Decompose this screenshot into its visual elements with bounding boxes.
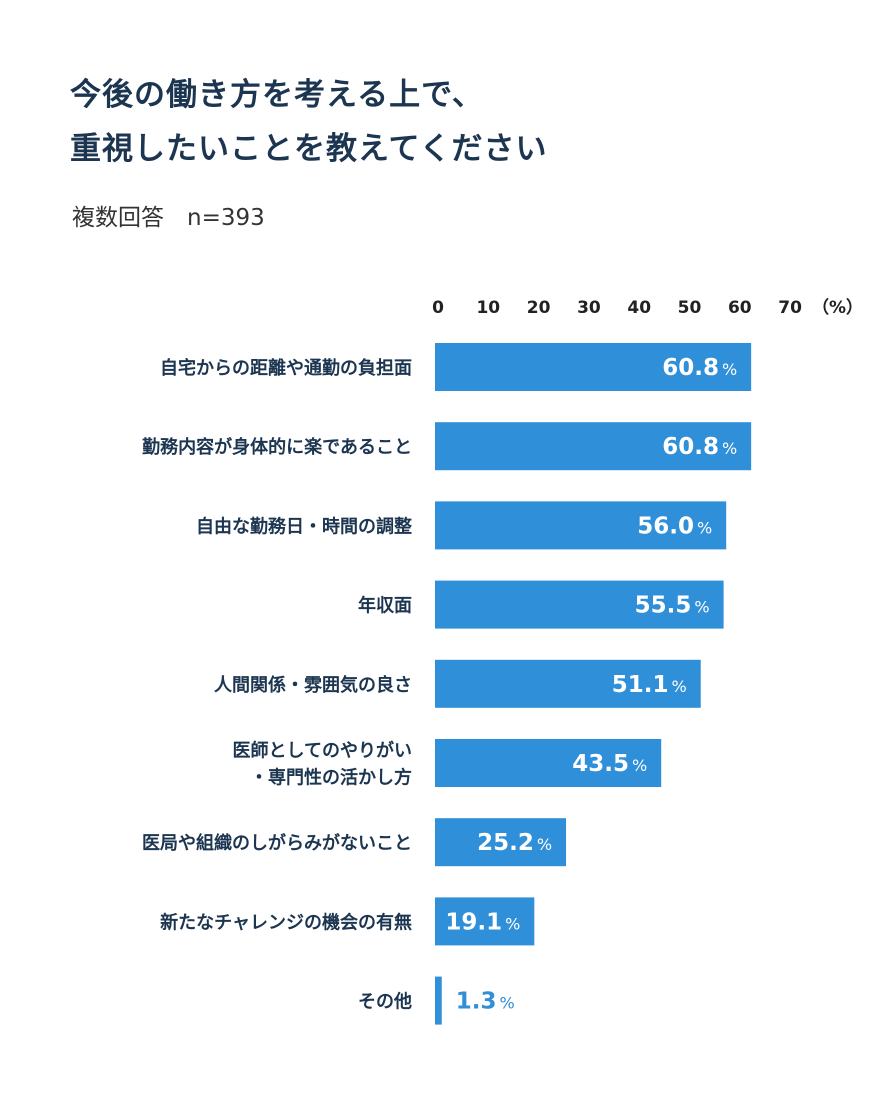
bar <box>435 659 701 708</box>
category-label: 勤務内容が身体的に楽であること <box>142 436 412 458</box>
chart-title-line-1: 今後の働き方を考える上で、 <box>70 77 484 113</box>
category-label: 医師としてのやりがい <box>233 740 412 762</box>
x-tick-label: 20 <box>527 298 551 318</box>
x-tick-label: 0 <box>432 298 444 318</box>
x-tick-label: 30 <box>577 298 601 318</box>
data-label: 51.1% <box>612 672 687 698</box>
data-label: 55.5% <box>635 593 710 619</box>
category-label: ・専門性の活かし方 <box>250 767 412 789</box>
category-label: 新たなチャレンジの機会の有無 <box>160 911 412 933</box>
data-label: 43.5% <box>572 751 647 777</box>
data-label: 56.0% <box>637 513 712 539</box>
bar <box>435 343 752 391</box>
data-label: 60.8% <box>662 355 737 381</box>
x-tick-label: 50 <box>678 298 702 318</box>
category-label: 自宅からの距離や通勤の負担面 <box>160 357 412 379</box>
bar <box>435 976 442 1025</box>
bar <box>435 739 662 787</box>
chart-title-line-2: 重視したいことを教えてください <box>70 131 548 167</box>
data-label: 60.8% <box>662 434 737 460</box>
category-label: 人間関係・雰囲気の良さ <box>214 674 412 696</box>
category-label: 年収面 <box>358 595 412 617</box>
category-label: その他 <box>358 991 412 1013</box>
bar <box>435 422 752 471</box>
bar <box>435 897 535 946</box>
chart-title: 今後の働き方を考える上で、 重視したいことを教えてください <box>70 68 548 176</box>
data-label: 1.3% <box>456 989 515 1015</box>
x-unit-label: （%） <box>812 297 863 318</box>
x-tick-label: 60 <box>728 298 752 318</box>
bar <box>435 501 727 550</box>
data-label: 19.1% <box>445 909 520 935</box>
x-tick-label: 10 <box>476 298 500 318</box>
bar <box>435 580 724 629</box>
x-tick-label: 40 <box>627 298 651 318</box>
bar <box>435 818 567 867</box>
category-label: 医局や組織のしがらみがないこと <box>142 832 412 854</box>
category-label: 自由な勤務日・時間の調整 <box>196 515 412 537</box>
chart-subtitle: 複数回答 n=393 <box>72 205 265 231</box>
x-tick-label: 70 <box>778 298 802 318</box>
data-label: 25.2% <box>477 830 552 856</box>
